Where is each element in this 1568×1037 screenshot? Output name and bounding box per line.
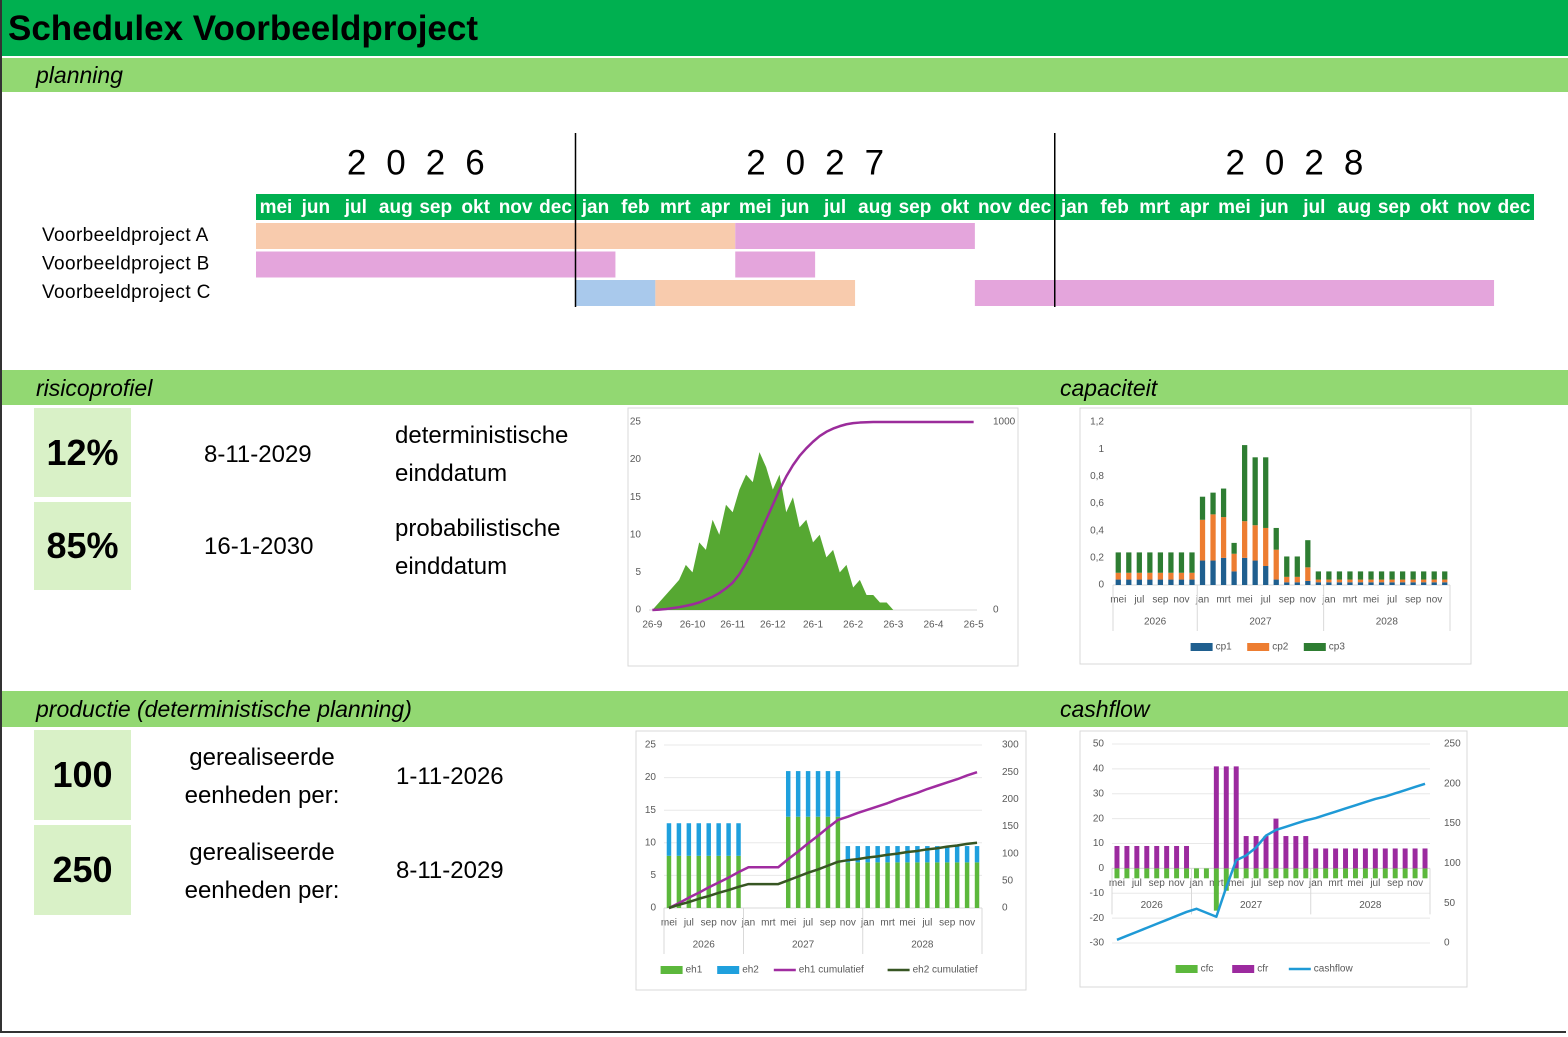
kpi-label: deterministische einddatum <box>395 422 569 487</box>
kpi-date: 16-1-2030 <box>204 533 314 560</box>
kpi-date: 8-11-2029 <box>396 857 504 884</box>
kpi-percentage: 12% <box>34 408 131 497</box>
page-title: Schedulex Voorbeeldproject <box>8 9 479 48</box>
kpi-label: probabilistische einddatum <box>395 515 561 580</box>
section-title: planning <box>36 62 123 88</box>
section-bar <box>2 370 1568 405</box>
section-title: cashflow <box>1060 696 1150 722</box>
kpi-units: 100 <box>34 730 131 820</box>
kpi-percentage: 85% <box>34 502 131 590</box>
section-title: risicoprofiel <box>36 375 153 401</box>
section-title: productie (deterministische planning) <box>36 696 412 722</box>
kpi-date: 1-11-2026 <box>396 763 504 790</box>
section-bar <box>2 691 1568 727</box>
kpi-date: 8-11-2029 <box>204 441 312 468</box>
section-bar <box>2 58 1568 92</box>
kpi-units: 250 <box>34 825 131 915</box>
kpi-label: gerealiseerde eenheden per: <box>184 744 340 809</box>
kpi-label: gerealiseerde eenheden per: <box>184 839 340 904</box>
section-title: capaciteit <box>1060 375 1158 401</box>
header-bar <box>2 0 1568 56</box>
